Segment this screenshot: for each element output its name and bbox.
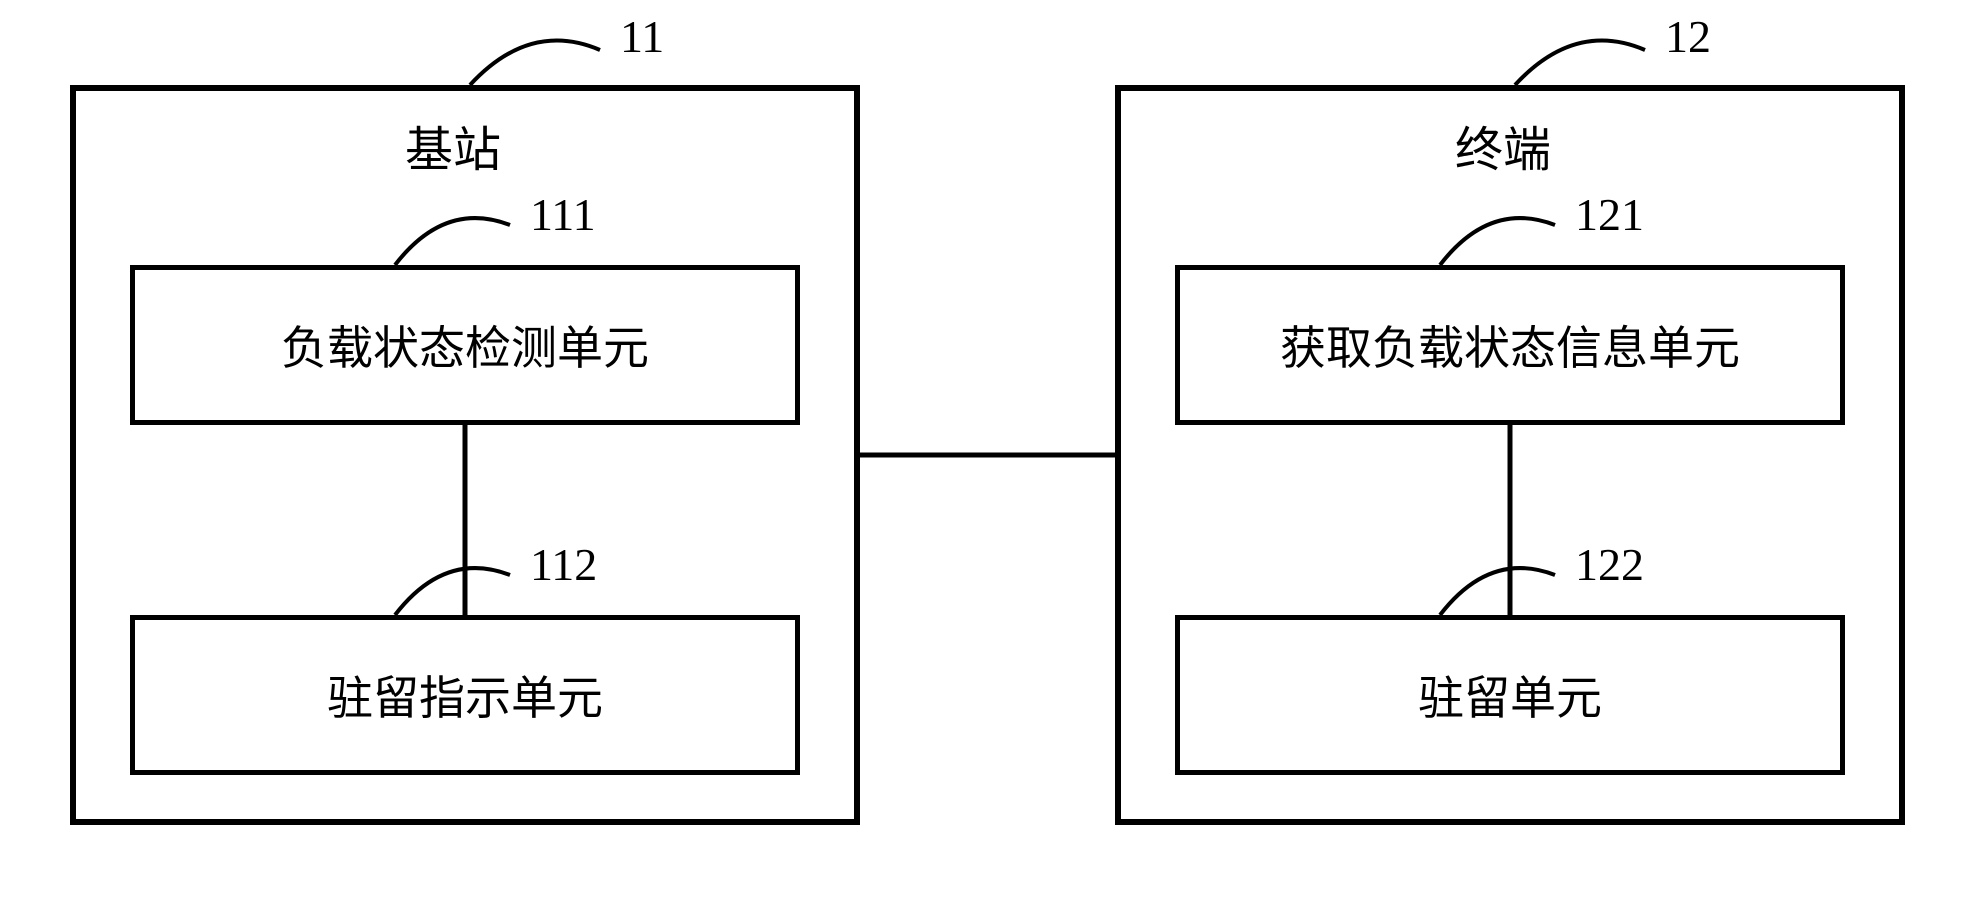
terminal-title: 终端 — [1455, 110, 1551, 180]
ref-num-12: 12 — [1665, 10, 1711, 63]
camp-unit-text: 驻留单元 — [1418, 662, 1602, 728]
camp-indicate-unit-text: 驻留指示单元 — [327, 662, 603, 728]
ref-num-121: 121 — [1575, 188, 1644, 241]
diagram-canvas: { "canvas": { "width": 1974, "height": 9… — [0, 0, 1974, 914]
ref-num-122: 122 — [1575, 538, 1644, 591]
ref-num-111: 111 — [530, 188, 596, 241]
load-state-detect-unit-text: 负载状态检测单元 — [281, 312, 649, 378]
acquire-load-state-info-unit-box: 获取负载状态信息单元 — [1175, 265, 1845, 425]
ref-num-112: 112 — [530, 538, 597, 591]
acquire-load-state-info-unit-text: 获取负载状态信息单元 — [1280, 312, 1740, 378]
camp-indicate-unit-box: 驻留指示单元 — [130, 615, 800, 775]
camp-unit-box: 驻留单元 — [1175, 615, 1845, 775]
load-state-detect-unit-box: 负载状态检测单元 — [130, 265, 800, 425]
ref-num-11: 11 — [620, 10, 664, 63]
base-station-title: 基站 — [405, 110, 501, 180]
